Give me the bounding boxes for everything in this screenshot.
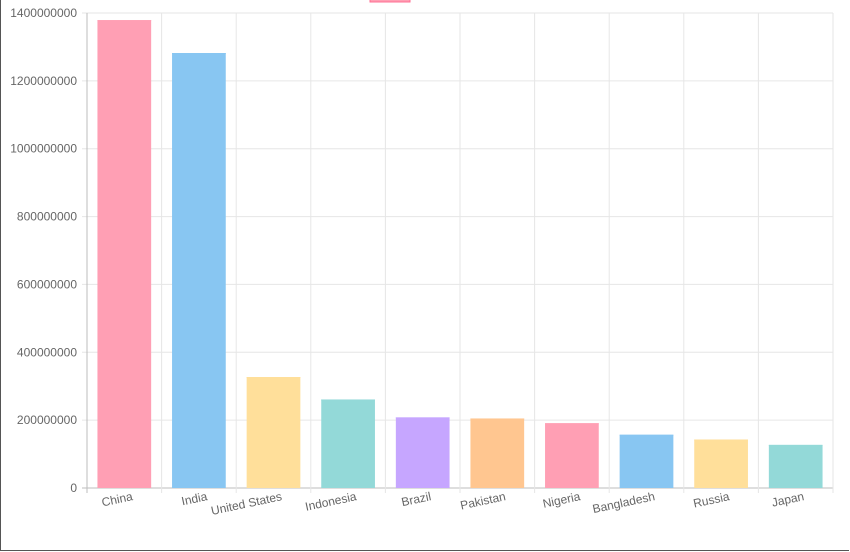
grid (82, 12, 834, 493)
bar-3[interactable] (321, 399, 375, 488)
legend[interactable] (369, 0, 411, 3)
y-tick-label: 1000000000 (10, 142, 77, 156)
y-tick-label: 0 (70, 481, 77, 495)
y-axis: 0 200000000 400000000 600000000 800000000 100… (10, 6, 77, 495)
x-tick-label: Japan (770, 489, 805, 509)
bar-0[interactable] (97, 20, 152, 488)
y-tick-label: 200000000 (17, 413, 77, 427)
bar-7[interactable] (619, 434, 674, 488)
y-tick-label: 1200000000 (10, 74, 77, 88)
y-tick-label: 600000000 (17, 277, 77, 291)
x-tick-label: Pakistan (459, 489, 507, 512)
bar-6[interactable] (545, 423, 599, 488)
bar-2[interactable] (246, 377, 301, 488)
bar-1[interactable] (172, 53, 226, 489)
x-tick-label: Brazil (400, 489, 432, 509)
bar-9[interactable] (768, 444, 823, 488)
x-tick-label: Bangladesh (591, 489, 656, 516)
y-tick-label: 400000000 (17, 345, 77, 359)
x-tick-label: Russia (692, 489, 731, 510)
y-tick-label: 1400000000 (10, 6, 77, 20)
bar-8[interactable] (694, 439, 748, 488)
x-tick-label: China (100, 489, 134, 509)
y-tick-label: 800000000 (17, 210, 77, 224)
x-tick-label: Nigeria (541, 489, 581, 511)
x-tick-label: Indonesia (304, 489, 358, 514)
x-axis: China India United States Indonesia Brazil Pa… (100, 489, 805, 518)
x-tick-label: India (180, 489, 209, 508)
bar-5[interactable] (470, 418, 525, 488)
x-tick-label: United States (210, 489, 283, 518)
legend-swatch (369, 0, 411, 3)
bar-4[interactable] (395, 417, 450, 488)
bars (97, 20, 823, 489)
